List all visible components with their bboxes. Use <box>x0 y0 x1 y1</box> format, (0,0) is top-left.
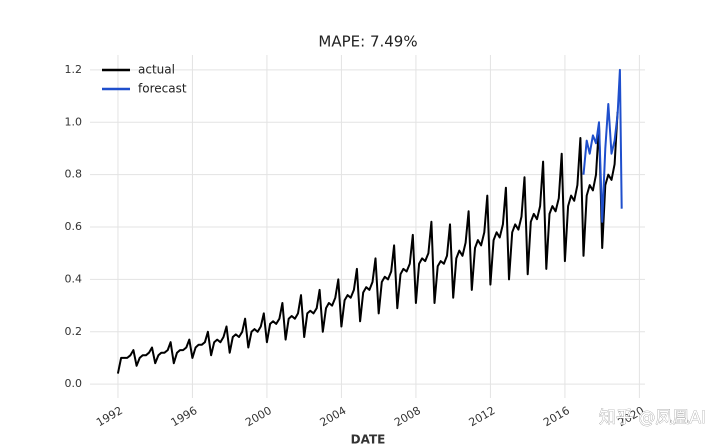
chart-title: MAPE: 7.49% <box>318 33 417 51</box>
legend-label: actual <box>138 63 175 77</box>
y-tick-label: 0.0 <box>65 377 83 390</box>
series-line <box>116 111 619 374</box>
y-tick-label: 1.0 <box>65 115 83 128</box>
series-line <box>582 68 623 223</box>
x-axis-label: DATE <box>351 433 386 447</box>
legend-label: forecast <box>138 82 187 96</box>
watermark: 知乎 @凤凰AI <box>599 408 706 428</box>
y-tick-label: 0.6 <box>65 220 83 233</box>
y-tick-label: 0.8 <box>65 168 83 181</box>
y-tick-label: 1.2 <box>65 63 83 76</box>
y-tick-label: 0.2 <box>65 325 83 338</box>
y-tick-label: 0.4 <box>65 272 83 285</box>
